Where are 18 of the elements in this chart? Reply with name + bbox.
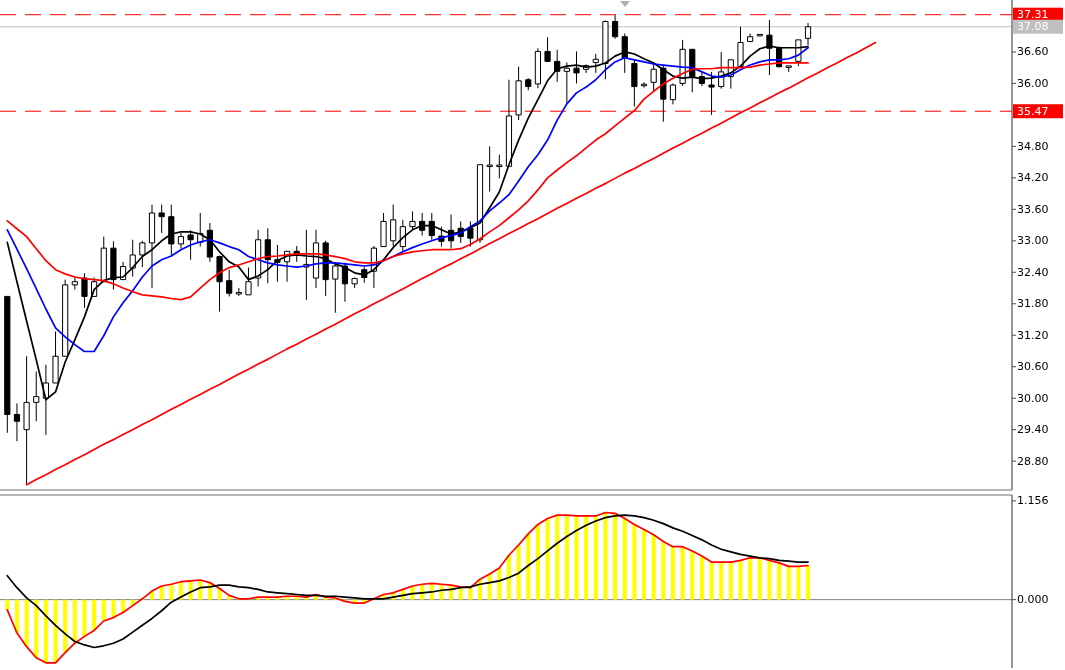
ref-line-label: 37.31 — [1017, 8, 1049, 22]
y-tick-label: 36.60 — [1017, 45, 1049, 59]
y-tick-label: 28.80 — [1017, 454, 1049, 468]
y-tick-label: 31.80 — [1017, 297, 1049, 311]
y-tick-label: 1.156 — [1017, 494, 1049, 508]
y-tick-label: 30.00 — [1017, 391, 1049, 405]
y-tick-label: 31.20 — [1017, 328, 1049, 342]
y-tick-label: 33.00 — [1017, 234, 1049, 248]
y-tick-label: 29.40 — [1017, 423, 1049, 437]
y-tick-label: 0.000 — [1017, 593, 1049, 607]
y-tick-label: 33.60 — [1017, 202, 1049, 216]
ref-line-label: 37.08 — [1017, 20, 1049, 34]
y-tick-label: 30.60 — [1017, 360, 1049, 374]
y-tick-label: 32.40 — [1017, 265, 1049, 279]
y-tick-label: 34.20 — [1017, 171, 1049, 185]
y-tick-label: 34.80 — [1017, 139, 1049, 153]
ref-line-label: 35.47 — [1017, 104, 1049, 118]
y-tick-label: 36.00 — [1017, 76, 1049, 90]
